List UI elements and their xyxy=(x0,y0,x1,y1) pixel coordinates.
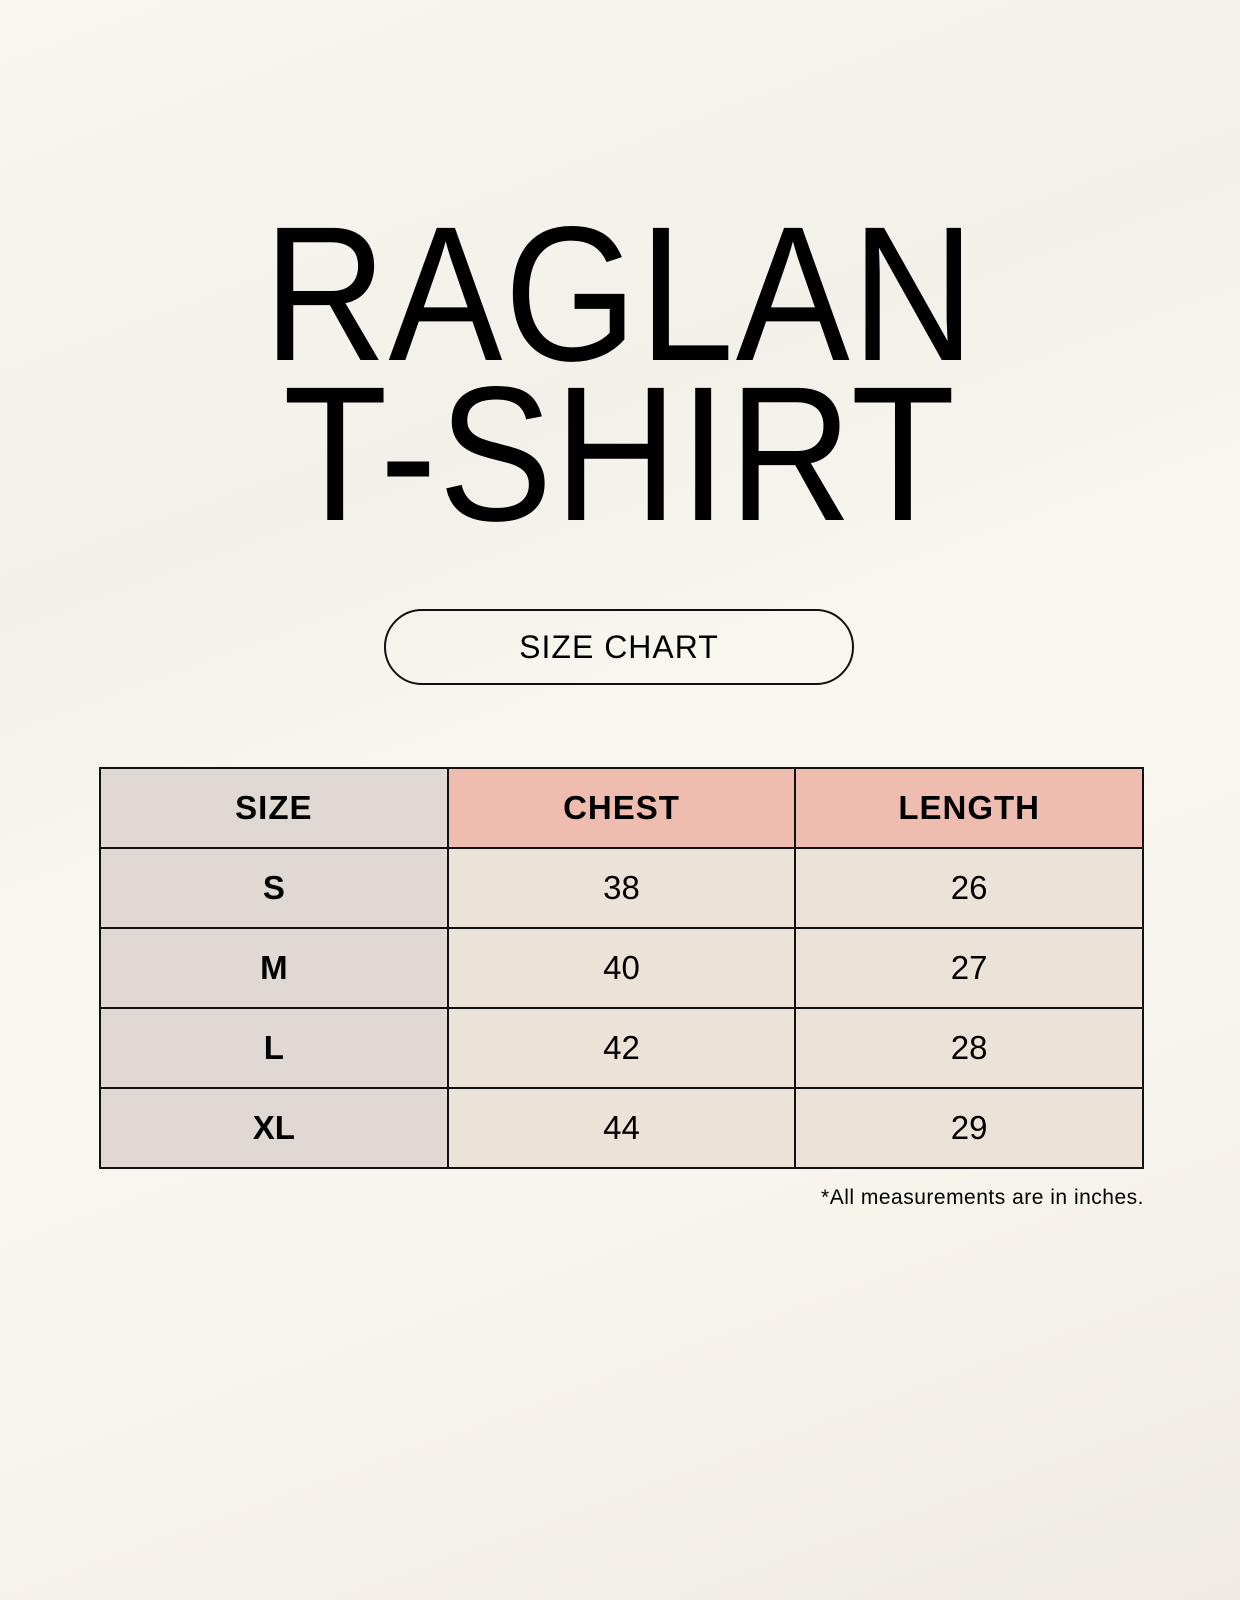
cell-chest: 42 xyxy=(446,1007,797,1089)
size-table: SIZE CHEST LENGTH S 38 26 M 40 27 L 42 28 XL 44 29 xyxy=(99,767,1144,1169)
cell-chest: 38 xyxy=(446,847,797,929)
cell-length: 28 xyxy=(794,1007,1144,1089)
cell-size: S xyxy=(99,847,449,929)
cell-length: 29 xyxy=(794,1087,1144,1169)
cell-length: 26 xyxy=(794,847,1144,929)
cell-chest: 40 xyxy=(446,927,797,1009)
header-length: LENGTH xyxy=(794,767,1144,849)
table-row: S 38 26 xyxy=(99,847,1144,929)
title-line-2: T-SHIRT xyxy=(283,346,957,561)
footnote: *All measurements are in inches. xyxy=(821,1186,1144,1209)
table-header-row: SIZE CHEST LENGTH xyxy=(99,767,1144,849)
cell-size: XL xyxy=(99,1087,449,1169)
table-row: M 40 27 xyxy=(99,927,1144,1009)
size-chart-badge: SIZE CHART xyxy=(384,609,854,685)
header-size: SIZE xyxy=(99,767,449,849)
header-chest: CHEST xyxy=(446,767,797,849)
cell-size: L xyxy=(99,1007,449,1089)
title-line-1: RAGLAN xyxy=(263,186,977,401)
cell-chest: 44 xyxy=(446,1087,797,1169)
table-row: XL 44 29 xyxy=(99,1087,1144,1169)
cell-size: M xyxy=(99,927,449,1009)
cell-length: 27 xyxy=(794,927,1144,1009)
table-row: L 42 28 xyxy=(99,1007,1144,1089)
